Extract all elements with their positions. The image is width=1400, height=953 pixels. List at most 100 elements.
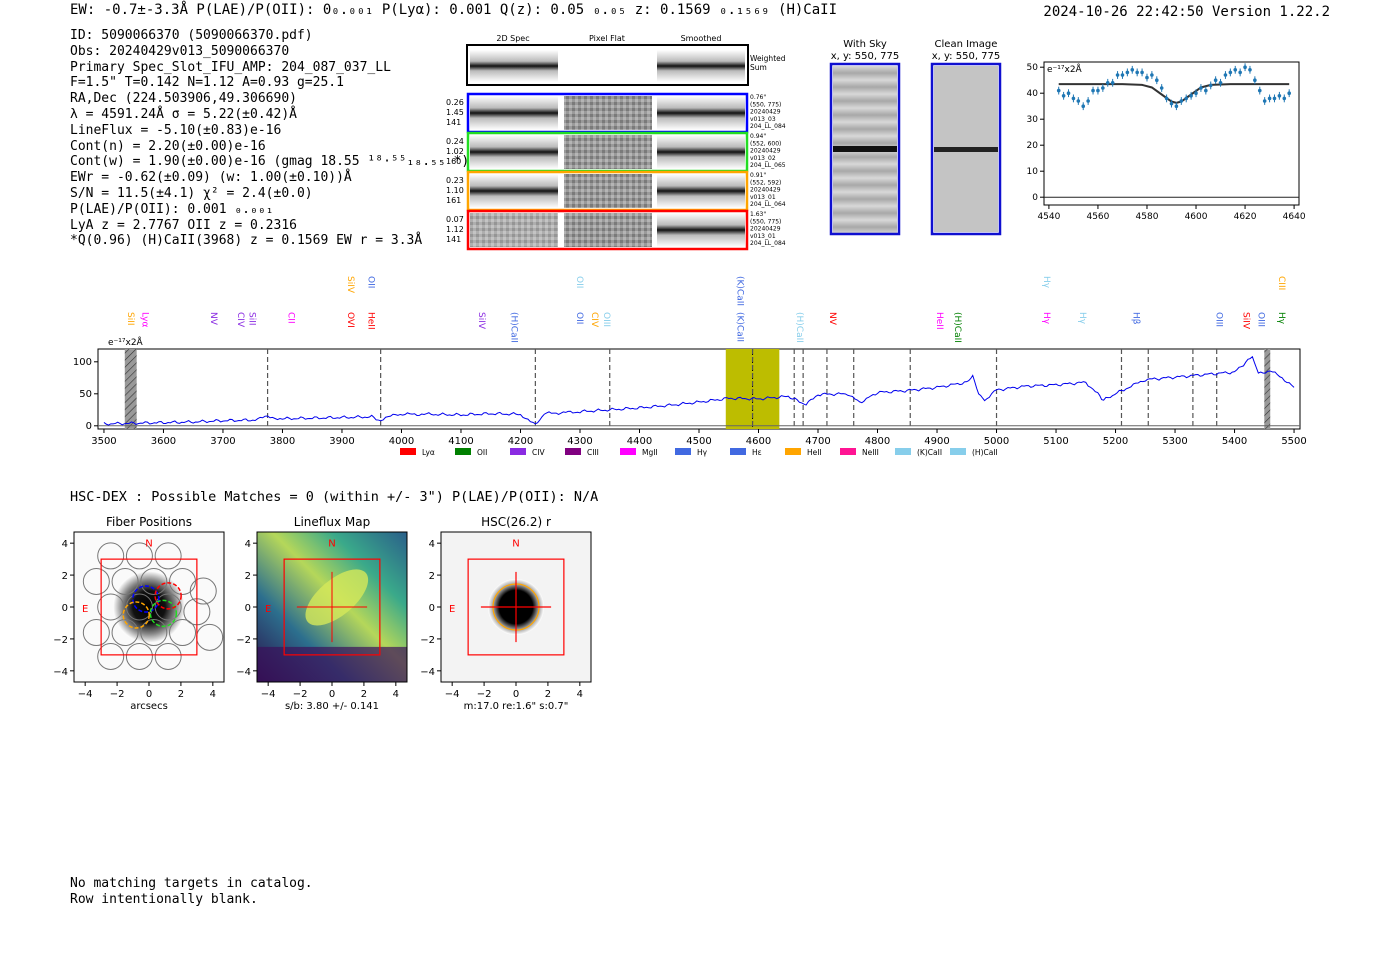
line-label-text: (K)CaII — [735, 312, 745, 342]
legend-label: HeII — [807, 448, 822, 457]
legend-label: CIV — [532, 448, 545, 457]
map-east-label: E — [82, 604, 88, 615]
spectrum-xtick-label: 4900 — [924, 436, 949, 447]
zoom-data-point — [1115, 73, 1120, 77]
map-title: Lineflux Map — [294, 515, 370, 529]
map-xtick-label: −4 — [445, 689, 460, 700]
cutout-row-stat: 161 — [446, 196, 461, 205]
spectrum-xtick-label: 5000 — [984, 436, 1009, 447]
zoom-data-point — [1164, 96, 1169, 101]
legend-swatch — [675, 448, 691, 455]
zoom-data-point — [1194, 91, 1198, 95]
zoom-data-point — [1243, 65, 1247, 69]
cutout-row-stat: 1.10 — [446, 186, 464, 195]
zoom-data-point — [1105, 81, 1110, 85]
zoom-xtick-label: 4620 — [1234, 212, 1257, 222]
with-sky-title: With Sky — [843, 39, 887, 50]
zoom-data-point — [1218, 81, 1223, 85]
legend-label: (H)CaII — [972, 448, 998, 457]
line-label-text: SiII — [125, 312, 135, 326]
info-line: Obs: 20240429v013_5090066370 — [70, 43, 290, 59]
spectrum-ylabel: e⁻¹⁷x2Å — [108, 336, 144, 348]
zoom-data-point — [1071, 96, 1076, 101]
zoom-data-point — [1091, 88, 1095, 93]
header-summary: EW: -0.7±-3.3Å P(LAE)/P(OII): 0₀.₀₀₁ P(L… — [70, 2, 837, 18]
fiber-circle — [97, 542, 125, 570]
spectrum-line — [103, 355, 1295, 426]
zoom-ylabel: e⁻¹⁷x2Å — [1047, 63, 1083, 75]
spectrum-xtick-label: 5500 — [1281, 436, 1306, 447]
fiber-circle — [111, 567, 139, 595]
fiber-circle — [97, 593, 125, 621]
spectrum-xtick-label: 4800 — [865, 436, 890, 447]
zoom-data-point — [1204, 88, 1208, 93]
line-label: Hγ — [1041, 312, 1051, 325]
line-label-text: SiIV — [476, 312, 486, 330]
clean-image-title: Clean Image — [935, 39, 998, 50]
map-ytick-label: −2 — [420, 635, 435, 646]
fiber-circle — [82, 567, 110, 595]
weighted-sum-label: Sum — [750, 63, 767, 72]
zoom-data-point — [1282, 96, 1287, 101]
zoom-data-point — [1056, 88, 1061, 93]
zoom-data-point — [1262, 99, 1267, 103]
line-label: (K)CaII — [735, 276, 745, 306]
cutout-row-meta: v013_03 — [750, 116, 776, 123]
line-label: OII — [574, 312, 584, 324]
line-label-text: (H)CaII — [952, 312, 962, 343]
line-label-text: Hγ — [1041, 312, 1051, 325]
line-label-text: OII — [574, 276, 584, 288]
spectrum-xtick-label: 4400 — [627, 436, 652, 447]
zoom-axes — [1043, 61, 1300, 206]
info-line: λ = 4591.24Å σ = 5.22(±0.42)Å — [70, 106, 297, 122]
cutout-row-stat: 1.45 — [446, 108, 464, 117]
zoom-data-point — [1189, 94, 1193, 98]
info-line: *Q(0.96) (H)CaII(3968) z = 0.1569 EW r =… — [70, 233, 423, 249]
zoom-ytick-label: 30 — [1027, 115, 1039, 125]
cutout-pixel-flat — [564, 135, 652, 169]
spectrum-xtick-label: 4100 — [448, 436, 473, 447]
line-label-text: NV — [827, 312, 837, 326]
line-label-text: CIV — [235, 312, 245, 328]
line-label-text: NV — [208, 312, 218, 326]
spectrum-axes — [97, 348, 1301, 430]
line-label: CIII — [1276, 276, 1286, 290]
cutout-row-meta: (550, 775) — [750, 218, 781, 225]
info-line: EWr = -0.62(±0.09) (w: 1.00(±0.10))Å — [70, 170, 352, 186]
cutout-row-meta: 0.91" — [750, 172, 766, 179]
cutout-2d-spec — [470, 174, 558, 208]
map-ytick-label: −2 — [53, 635, 68, 646]
info-line: RA,Dec (224.503906,49.306690) — [70, 91, 297, 107]
cutout-row-meta: (550, 775) — [750, 101, 781, 108]
spectrum-xtick-label: 5100 — [1043, 436, 1068, 447]
legend-swatch — [785, 448, 801, 455]
legend-swatch — [510, 448, 526, 455]
zoom-data-point — [1174, 104, 1179, 108]
map-ytick-label: 0 — [62, 603, 68, 614]
spectrum-xtick-label: 3800 — [270, 436, 295, 447]
map-xtick-label: −4 — [261, 689, 276, 700]
zoom-ytick-label: 20 — [1027, 141, 1039, 151]
spectrum-xtick-label: 4200 — [508, 436, 533, 447]
catalog-note-line-2: Row intentionally blank. — [70, 891, 258, 907]
line-label-text: Lyα — [140, 312, 150, 328]
line-label-text: Hβ — [1130, 312, 1140, 325]
line-label-text: CII — [285, 312, 295, 324]
cutout-row-meta: 20240429 — [750, 226, 781, 233]
line-label: SiII — [125, 312, 135, 326]
zoom-spectrum-chart: 4540 4560 4580 4600 4620 4640 0 10 20 30 40 50 e⁻¹⁷x… — [1027, 61, 1306, 222]
cutout-row-stat: 0.07 — [446, 215, 464, 224]
detection-info: ID: 5090066370 (5090066370.pdf) Obs: 2024… — [70, 28, 469, 249]
zoom-data-point — [1223, 73, 1228, 77]
map-xtick-label: 0 — [146, 689, 152, 700]
line-label: SiIV — [345, 276, 355, 294]
zoom-data-point — [1277, 94, 1282, 98]
cutout-pixel-flat — [564, 174, 652, 208]
zoom-data-point — [1199, 86, 1203, 90]
cutout-smoothed — [657, 135, 745, 169]
info-line: P(LAE)/P(OII): 0.001 ₀.₀₀₁ — [70, 201, 274, 217]
cutout-row-stat: 141 — [446, 235, 461, 244]
weighted-sum-label: Weighted — [750, 54, 786, 63]
spectrum-ytick-label: 100 — [73, 357, 92, 368]
